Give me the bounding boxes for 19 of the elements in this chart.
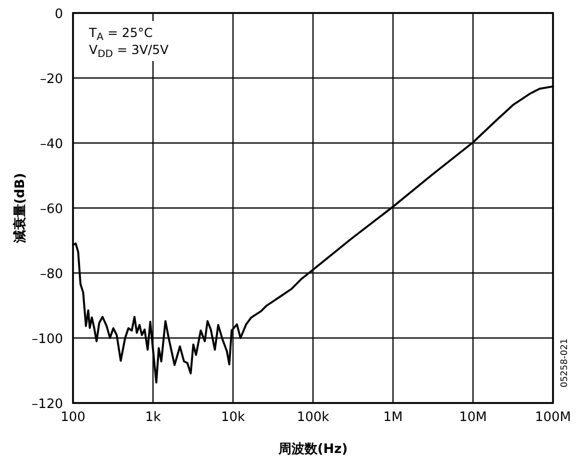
y-tick-label: –100 (32, 332, 63, 347)
x-tick-label: 10k (220, 410, 246, 425)
y-axis-title: 減衰量(dB) (12, 172, 28, 244)
x-tick-label: 1k (145, 410, 162, 425)
text: 05258-021 (560, 338, 570, 388)
y-tick-label: –120 (32, 397, 63, 412)
x-axis-title: 周波数(Hz) (277, 442, 348, 457)
x-tick-label: 1M (383, 410, 403, 425)
y-tick-label: –40 (40, 137, 63, 152)
x-tick-label: 10M (459, 410, 487, 425)
annotation: V$_{DD}$ = 3V/5V (89, 42, 170, 60)
y-tick-label: –60 (40, 202, 63, 217)
x-tick-label: 100k (296, 410, 330, 425)
x-tick-label: 100 (60, 410, 86, 425)
x-tick-label: 100M (534, 410, 572, 425)
y-tick-label: –20 (40, 72, 63, 87)
y-tick-label: 0 (54, 7, 63, 22)
annotation: T$_{A}$ = 25°C (88, 25, 154, 42)
y-tick-label: –80 (40, 267, 63, 282)
